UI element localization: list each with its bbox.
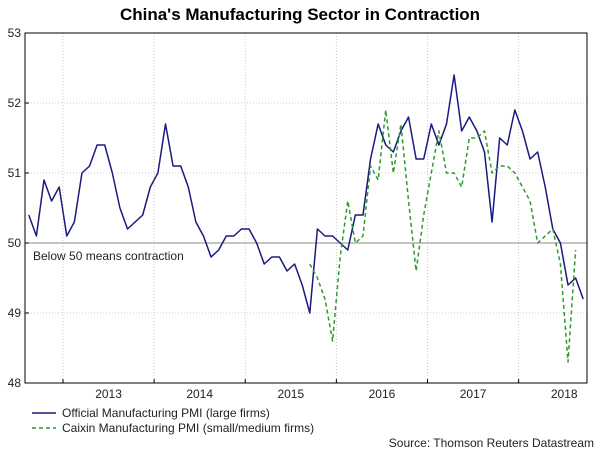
source-note: Source: Thomson Reuters Datastream [389,436,594,450]
chart-title: China's Manufacturing Sector in Contract… [120,5,480,24]
x-tick-label: 2014 [186,387,213,401]
series-layer [28,74,584,363]
x-tick-label: 2018 [551,387,578,401]
axis-labels: 48 49 50 51 52 53 2013 2014 2015 2016 2017 2018 [8,26,578,401]
series-line-official [28,74,584,314]
legend: Official Manufacturing PMI (large firms)… [32,406,314,435]
grid-layer [25,33,587,383]
contraction-annotation: Below 50 means contraction [33,249,184,263]
y-tick-label: 48 [8,376,22,390]
y-tick-label: 53 [8,26,22,40]
legend-label-official: Official Manufacturing PMI (large firms) [62,406,270,420]
y-tick-label: 51 [8,166,22,180]
x-tick-label: 2015 [277,387,304,401]
y-tick-label: 52 [8,96,22,110]
y-tick-label: 50 [8,236,22,250]
series-line-caixin [309,109,577,363]
y-tick-label: 49 [8,306,22,320]
x-tick-label: 2016 [369,387,396,401]
x-tick-label: 2017 [460,387,487,401]
x-tick-label: 2013 [95,387,122,401]
plot-frame [24,32,588,384]
legend-label-caixin: Caixin Manufacturing PMI (small/medium f… [62,421,314,435]
